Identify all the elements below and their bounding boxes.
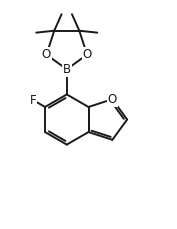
Text: O: O [108,93,117,106]
Text: O: O [82,48,92,61]
Text: B: B [63,63,71,76]
Text: O: O [42,48,51,61]
Text: F: F [30,94,36,106]
